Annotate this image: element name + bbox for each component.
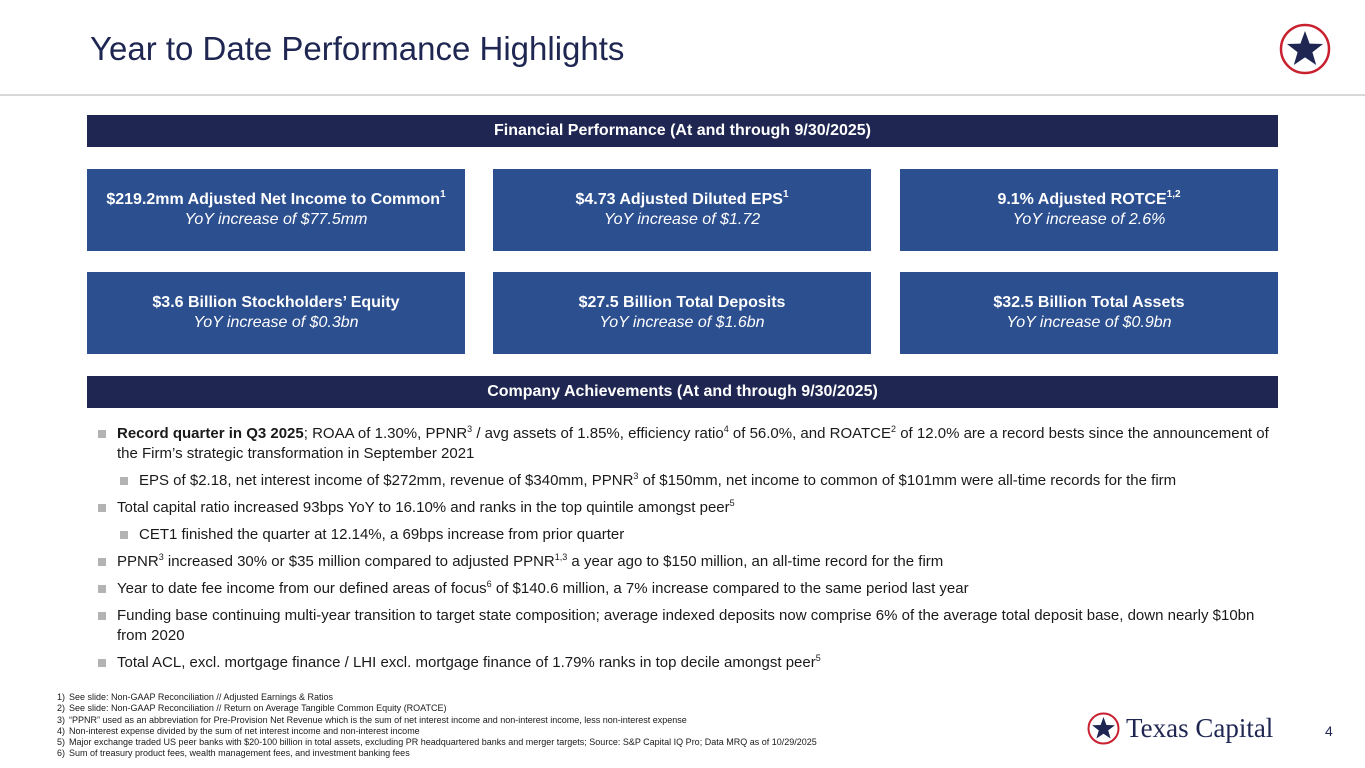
footnote: 6) Sum of treasury product fees, wealth m… [57, 748, 410, 759]
bullet-text: of $140.6 million, a 7% increase compare… [491, 580, 969, 597]
metric-main: $4.73 Adjusted Diluted EPS1 [575, 188, 789, 210]
footnote-ref: 6 [486, 579, 492, 589]
metric-card-net-income: $219.2mm Adjusted Net Income to Common1 … [87, 169, 465, 251]
bullet-fee-income: Year to date fee income from our defined… [98, 579, 1278, 599]
metric-sub: YoY increase of $0.9bn [1006, 314, 1172, 331]
page-number: 4 [1325, 723, 1333, 739]
sub-bullet-eps-records: EPS of $2.18, net interest income of $27… [120, 471, 1278, 491]
metric-value: $3.6 Billion Stockholders’ Equity [152, 294, 400, 311]
title-divider [0, 94, 1365, 96]
footnote-ref: 4 [723, 424, 729, 434]
metric-card-assets: $32.5 Billion Total Assets YoY increase … [900, 272, 1278, 354]
metric-main: $3.6 Billion Stockholders’ Equity [152, 293, 399, 313]
bullet-bold-lead: Record quarter in Q3 2025 [117, 425, 304, 442]
bullet-record-quarter: Record quarter in Q3 2025; ROAA of 1.30%… [98, 424, 1278, 464]
metric-main: $32.5 Billion Total Assets [993, 293, 1184, 313]
footnote-ref: 3 [158, 552, 164, 562]
bullet-text: of $150mm, net income to common of $101m… [638, 472, 1177, 489]
footnote-ref: 1,3 [554, 552, 568, 562]
bullet-text: increased 30% or $35 million compared to… [163, 553, 555, 570]
footnote-ref: 1 [440, 188, 446, 200]
star-circle-icon [1279, 23, 1331, 75]
metric-sub: YoY increase of $1.72 [603, 211, 761, 228]
page-title: Year to Date Performance Highlights [90, 30, 625, 67]
metric-sub: YoY increase of $77.5mm [184, 211, 368, 228]
star-circle-icon [1087, 712, 1120, 744]
metric-sub: YoY increase of $0.3bn [193, 314, 359, 331]
footnotes: 1) See slide: Non-GAAP Reconciliation // … [57, 692, 817, 760]
bullet-text: Year to date fee income from our defined… [117, 580, 487, 597]
metric-card-equity: $3.6 Billion Stockholders’ Equity YoY in… [87, 272, 465, 354]
footnote: 1) See slide: Non-GAAP Reconciliation // … [57, 692, 333, 702]
bullet-ppnr: PPNR3 increased 30% or $35 million compa… [98, 552, 1278, 572]
metric-main: $219.2mm Adjusted Net Income to Common1 [106, 188, 446, 210]
footnote: 4) Non-interest expense divided by the su… [57, 725, 420, 736]
metric-card-eps: $4.73 Adjusted Diluted EPS1 YoY increase… [493, 169, 871, 251]
bullet-funding-base: Funding base continuing multi-year trans… [98, 606, 1278, 646]
bullet-text: PPNR [117, 553, 159, 570]
brand-name: Texas Capital [1126, 712, 1274, 743]
bullet-text: / avg assets of 1.85%, efficiency ratio [472, 425, 724, 442]
metric-main: $27.5 Billion Total Deposits [579, 293, 786, 313]
bullet-text: ; ROAA of 1.30%, PPNR [303, 425, 468, 442]
footnote-ref: 3 [467, 424, 473, 434]
metric-sub: YoY increase of 2.6% [1012, 211, 1166, 228]
footnote-ref: 1,2 [1166, 188, 1181, 200]
footnote-ref: 3 [633, 471, 639, 481]
bullet-text: a year ago to $150 million, an all-time … [567, 553, 944, 570]
footnote-ref: 5 [729, 498, 735, 508]
bullet-acl: Total ACL, excl. mortgage finance / LHI … [98, 653, 1278, 673]
financial-performance-heading: Financial Performance (At and through 9/… [87, 115, 1278, 147]
metric-card-rotce: 9.1% Adjusted ROTCE1,2 YoY increase of 2… [900, 169, 1278, 251]
bullet-text: Total capital ratio increased 93bps YoY … [117, 499, 730, 516]
brand-logo: Texas Capital [1087, 711, 1273, 745]
metric-card-deposits: $27.5 Billion Total Deposits YoY increas… [493, 272, 871, 354]
metric-value: $32.5 Billion Total Assets [993, 294, 1185, 311]
metric-value: 9.1% Adjusted ROTCE [997, 191, 1167, 208]
achievements-list: Record quarter in Q3 2025; ROAA of 1.30%… [98, 424, 1278, 673]
footnote: 5) Major exchange traded US peer banks wi… [57, 737, 817, 748]
bullet-text: CET1 finished the quarter at 12.14%, a 6… [139, 526, 625, 543]
bullet-capital-ratio: Total capital ratio increased 93bps YoY … [98, 498, 1278, 518]
metric-main: 9.1% Adjusted ROTCE1,2 [997, 188, 1181, 210]
footnote-ref: 1 [782, 188, 789, 200]
metric-value: $219.2mm Adjusted Net Income to Common [106, 191, 441, 208]
footnote: 3) “PPNR” used as an abbreviation for Pre… [57, 714, 687, 725]
sub-bullet-cet1: CET1 finished the quarter at 12.14%, a 6… [120, 525, 1278, 545]
bullet-text: Funding base continuing multi-year trans… [117, 607, 1255, 644]
metric-value: $27.5 Billion Total Deposits [578, 294, 786, 311]
bullet-text: EPS of $2.18, net interest income of $27… [139, 472, 634, 489]
metric-value: $4.73 Adjusted Diluted EPS [575, 191, 783, 208]
company-achievements-heading: Company Achievements (At and through 9/3… [87, 376, 1278, 408]
bullet-text: Total ACL, excl. mortgage finance / LHI … [117, 654, 816, 671]
metric-sub: YoY increase of $1.6bn [599, 314, 765, 331]
footnote-ref: 5 [815, 653, 821, 663]
footnote: 2) See slide: Non-GAAP Reconciliation // … [57, 703, 447, 714]
bullet-text: of 56.0%, and ROATCE [728, 425, 892, 442]
footnote-ref: 2 [891, 424, 897, 434]
bullet-text: of 12.0% are a record bests since the an… [117, 425, 1269, 462]
